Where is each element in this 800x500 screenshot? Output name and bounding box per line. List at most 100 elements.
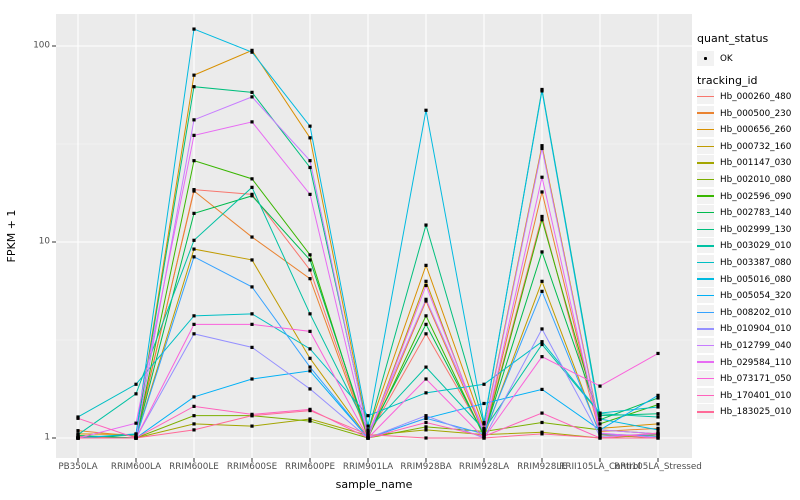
data-point-Hb_170401_010 <box>192 404 196 408</box>
x-tick-label: RRIM600PE <box>284 462 336 472</box>
data-point-Hb_001147_030 <box>192 422 196 426</box>
legend-key-swatch <box>697 238 714 254</box>
data-point-Hb_002783_140 <box>424 322 428 326</box>
legend-item-Hb_005016_080: Hb_005016_080 <box>697 271 800 288</box>
series-color-line-icon <box>697 145 714 147</box>
data-point-Hb_003387_080 <box>308 347 312 351</box>
series-color-line-icon <box>697 361 714 363</box>
data-point-Hb_005016_080 <box>308 124 312 128</box>
data-point-Hb_003029_010 <box>250 185 254 189</box>
data-point-Hb_002999_130 <box>250 90 254 94</box>
data-point-Hb_008202_010 <box>424 416 428 420</box>
data-point-Hb_003387_080 <box>540 340 544 344</box>
series-color-line-icon <box>697 344 714 347</box>
data-point-Hb_003029_010 <box>656 415 660 419</box>
data-point-Hb_003387_080 <box>366 414 370 418</box>
data-point-Hb_029584_110 <box>482 432 486 436</box>
data-point-Hb_003387_080 <box>598 411 602 415</box>
data-point-Hb_002999_130 <box>598 414 602 418</box>
data-point-Hb_073171_050 <box>656 351 660 356</box>
data-point-Hb_000732_160 <box>424 279 428 283</box>
legend-title-tracking-id: tracking_id <box>697 74 758 87</box>
legend-item-Hb_000260_480: Hb_000260_480 <box>697 89 800 105</box>
data-point-Hb_008202_010 <box>308 365 312 369</box>
legend-item-label: Hb_008202_010 <box>720 307 792 318</box>
series-color-line-icon <box>697 228 714 230</box>
data-point-Hb_005016_080 <box>192 27 196 31</box>
data-point-Hb_005016_080 <box>540 89 544 93</box>
data-point-Hb_003387_080 <box>134 382 138 386</box>
legend-key-swatch <box>697 354 714 370</box>
legend-item-label: Hb_000656_260 <box>720 125 792 136</box>
data-point-Hb_000656_260 <box>308 136 312 140</box>
data-point-Hb_002783_140 <box>192 211 196 215</box>
data-point-Hb_183025_010 <box>366 433 370 437</box>
legend-item-label: Hb_000500_230 <box>720 108 792 119</box>
data-point-Hb_000656_260 <box>540 144 544 148</box>
data-point-Hb_183025_010 <box>308 408 312 413</box>
legend-item-Hb_000656_260: Hb_000656_260 <box>697 122 800 138</box>
data-point-Hb_002010_080 <box>192 414 196 418</box>
x-tick-label: RRIM928BA <box>400 462 452 472</box>
legend-item-Hb_029584_110: Hb_029584_110 <box>697 354 800 371</box>
legend-key-swatch <box>697 205 714 221</box>
data-point-Hb_000260_480 <box>308 268 312 272</box>
data-point-Hb_000500_230 <box>308 277 312 281</box>
data-point-Hb_029584_110 <box>192 133 196 137</box>
data-point-Hb_000500_230 <box>134 434 138 438</box>
legend-key-swatch <box>697 255 714 270</box>
series-color-line-icon <box>697 112 714 114</box>
data-point-Hb_183025_010 <box>482 436 486 440</box>
data-point-Hb_005054_320 <box>656 393 660 397</box>
legend-key-swatch <box>697 221 714 237</box>
data-point-Hb_010904_010 <box>192 332 196 336</box>
panel-background <box>56 14 692 458</box>
legend-item-Hb_008202_010: Hb_008202_010 <box>697 304 800 321</box>
legend-item-Hb_002999_130: Hb_002999_130 <box>697 221 800 238</box>
data-point-Hb_183025_010 <box>76 436 80 440</box>
data-point-Hb_029584_110 <box>540 175 544 179</box>
legend-item-Hb_010904_010: Hb_010904_010 <box>697 321 800 337</box>
legend-key-swatch <box>697 172 714 187</box>
legend-key-swatch <box>697 271 714 287</box>
legend-item-label: Hb_170401_010 <box>720 390 792 401</box>
data-point-Hb_003029_010 <box>366 428 370 432</box>
legend-item-Hb_000500_230: Hb_000500_230 <box>697 105 800 122</box>
legend-item-quant-status-ok: OK <box>697 51 800 67</box>
data-point-Hb_002010_080 <box>540 420 544 425</box>
data-point-Hb_005054_320 <box>540 387 544 391</box>
legend-key-swatch <box>697 321 714 337</box>
data-point-Hb_170401_010 <box>540 411 544 415</box>
data-point-Hb_010904_010 <box>424 414 428 418</box>
legend-key-swatch <box>697 338 714 353</box>
data-point-Hb_000656_260 <box>656 422 660 426</box>
legend-key-swatch <box>697 105 714 121</box>
legend-item-label: Hb_002999_130 <box>720 224 792 235</box>
data-point-Hb_001147_030 <box>308 417 312 421</box>
series-color-line-icon <box>697 295 714 297</box>
data-point-Hb_002999_130 <box>192 85 196 89</box>
data-point-Hb_002596_090 <box>192 159 196 163</box>
data-point-Hb_001147_030 <box>424 428 428 432</box>
data-point-Hb_002596_090 <box>308 253 312 257</box>
data-point-Hb_012799_040 <box>424 297 428 301</box>
data-point-Hb_073171_050 <box>424 377 428 381</box>
data-point-Hb_000500_230 <box>250 235 254 239</box>
series-color-line-icon <box>697 394 714 396</box>
data-point-Hb_183025_010 <box>134 436 138 440</box>
legend-key-swatch <box>697 371 714 387</box>
legend-key-swatch <box>697 288 714 304</box>
data-point-Hb_183025_010 <box>192 428 196 432</box>
data-point-Hb_012799_040 <box>482 428 486 432</box>
legend-item-label: Hb_005054_320 <box>720 291 792 302</box>
data-point-Hb_001147_030 <box>540 430 544 434</box>
data-point-Hb_002999_130 <box>656 412 660 416</box>
legend-item-label: Hb_183025_010 <box>720 407 792 418</box>
legend-item-Hb_002596_090: Hb_002596_090 <box>697 188 800 205</box>
data-point-Hb_002783_140 <box>540 250 544 254</box>
series-color-line-icon <box>697 95 714 98</box>
legend-item-label: Hb_005016_080 <box>720 274 792 285</box>
data-point-Hb_183025_010 <box>424 436 428 440</box>
data-point-Hb_002783_140 <box>656 396 660 400</box>
